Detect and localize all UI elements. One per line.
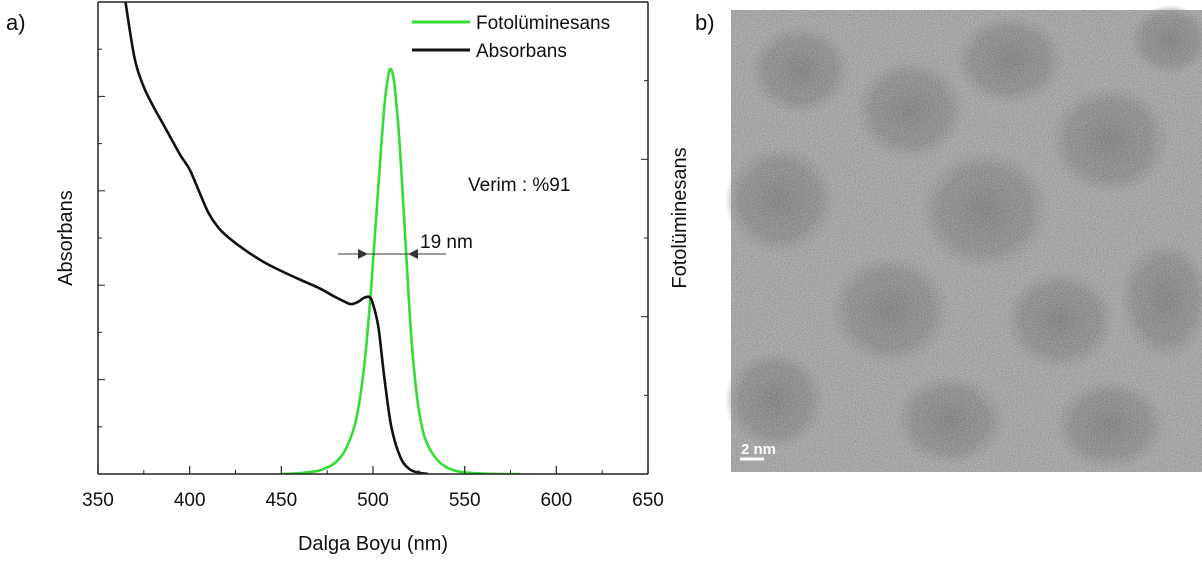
absorbans-line <box>124 1 429 474</box>
legend-label-absorbans: Absorbans <box>476 41 567 62</box>
x-tick-label: 650 <box>632 490 664 511</box>
x-tick-label: 500 <box>357 490 389 511</box>
x-tick-label: 600 <box>540 490 572 511</box>
scale-bar-label: 2 nm <box>741 441 776 458</box>
yield-annotation: Verim : %91 <box>468 175 570 196</box>
panel-label-b: b) <box>695 10 715 35</box>
tem-noise-texture <box>731 10 1202 472</box>
fotoluminesans-line <box>281 67 520 474</box>
legend: Fotolüminesans Absorbans <box>412 13 610 62</box>
legend-label-fotoluminesans: Fotolüminesans <box>476 13 610 34</box>
y-axis-label-right: Fotolüminesans <box>669 147 691 288</box>
x-tick-label: 450 <box>265 490 297 511</box>
fwhm-marker <box>338 249 446 259</box>
spectrum-chart: 350 400 450 500 550 600 650 Dalga Boyu (nm) Ab… <box>55 1 691 555</box>
x-tick-label: 350 <box>82 490 114 511</box>
x-tick-label: 400 <box>174 490 206 511</box>
tem-micrograph: 2 nm <box>725 5 1202 472</box>
fwhm-annotation: 19 nm <box>420 232 473 253</box>
y-axis-label-left: Absorbans <box>55 190 77 286</box>
x-axis-label: Dalga Boyu (nm) <box>298 533 448 555</box>
panel-label-a: a) <box>6 10 26 35</box>
x-tick-label: 550 <box>449 490 481 511</box>
